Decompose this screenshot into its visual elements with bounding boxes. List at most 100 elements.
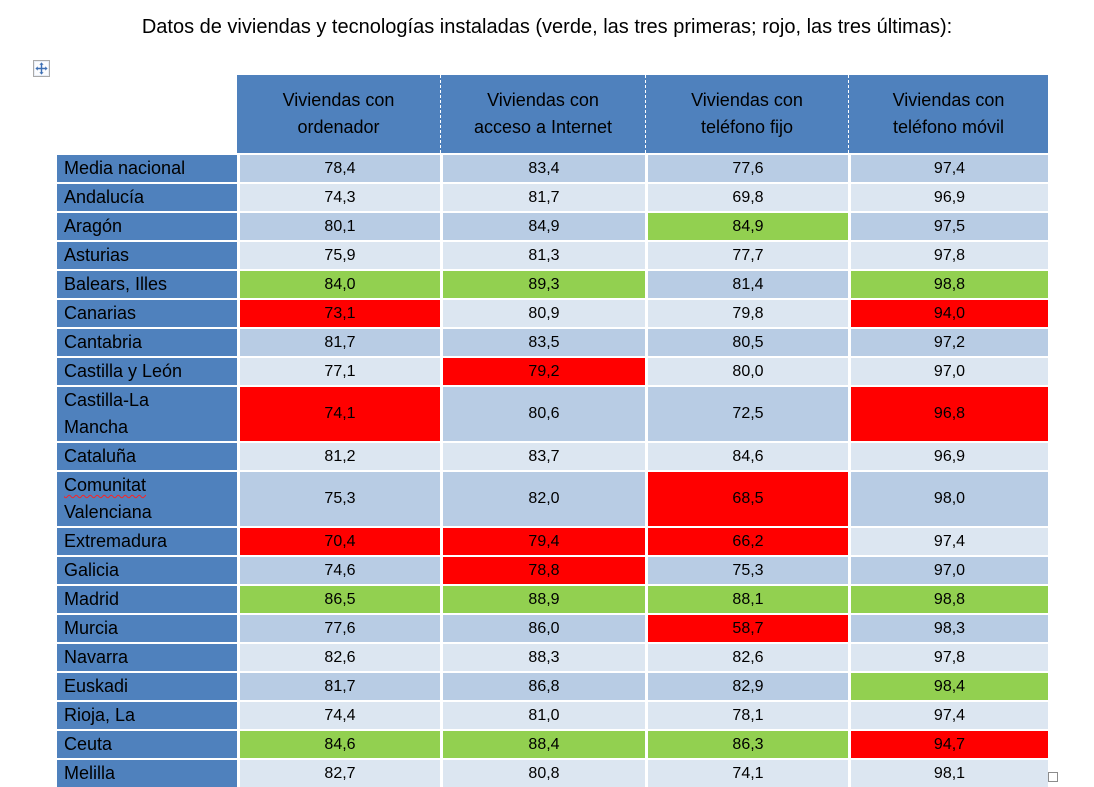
data-cell[interactable]: 82,6 — [237, 642, 440, 671]
column-header-ordenador[interactable]: Viviendas con ordenador — [237, 75, 440, 153]
row-label[interactable]: Navarra — [57, 642, 237, 671]
data-cell[interactable]: 97,4 — [848, 526, 1048, 555]
data-cell[interactable]: 81,7 — [440, 182, 645, 211]
data-cell[interactable]: 97,4 — [848, 700, 1048, 729]
row-label[interactable]: Canarias — [57, 298, 237, 327]
data-cell[interactable]: 68,5 — [645, 470, 848, 526]
data-cell[interactable]: 81,0 — [440, 700, 645, 729]
row-label[interactable]: Madrid — [57, 584, 237, 613]
data-cell[interactable]: 80,8 — [440, 758, 645, 787]
data-cell[interactable]: 84,9 — [645, 211, 848, 240]
data-cell[interactable]: 82,9 — [645, 671, 848, 700]
data-cell[interactable]: 74,6 — [237, 555, 440, 584]
data-cell[interactable]: 80,0 — [645, 356, 848, 385]
data-cell[interactable]: 77,7 — [645, 240, 848, 269]
data-cell[interactable]: 80,6 — [440, 385, 645, 441]
data-cell[interactable]: 79,4 — [440, 526, 645, 555]
data-cell[interactable]: 89,3 — [440, 269, 645, 298]
data-cell[interactable]: 83,5 — [440, 327, 645, 356]
data-cell[interactable]: 88,9 — [440, 584, 645, 613]
data-cell[interactable]: 79,2 — [440, 356, 645, 385]
row-label[interactable]: Balears, Illes — [57, 269, 237, 298]
data-cell[interactable]: 82,6 — [645, 642, 848, 671]
data-cell[interactable]: 94,7 — [848, 729, 1048, 758]
data-cell[interactable]: 97,0 — [848, 555, 1048, 584]
data-cell[interactable]: 98,1 — [848, 758, 1048, 787]
row-label[interactable]: Castilla y León — [57, 356, 237, 385]
data-cell[interactable]: 58,7 — [645, 613, 848, 642]
data-cell[interactable]: 66,2 — [645, 526, 848, 555]
table-resize-handle[interactable] — [1048, 772, 1058, 782]
data-cell[interactable]: 79,8 — [645, 298, 848, 327]
data-cell[interactable]: 82,7 — [237, 758, 440, 787]
row-label[interactable]: Cataluña — [57, 441, 237, 470]
data-cell[interactable]: 98,8 — [848, 269, 1048, 298]
data-cell[interactable]: 75,3 — [645, 555, 848, 584]
data-cell[interactable]: 81,7 — [237, 671, 440, 700]
row-label[interactable]: Castilla-La Mancha — [57, 385, 237, 441]
data-cell[interactable]: 98,3 — [848, 613, 1048, 642]
data-cell[interactable]: 86,0 — [440, 613, 645, 642]
data-cell[interactable]: 73,1 — [237, 298, 440, 327]
data-cell[interactable]: 83,7 — [440, 441, 645, 470]
data-cell[interactable]: 88,1 — [645, 584, 848, 613]
data-cell[interactable]: 88,3 — [440, 642, 645, 671]
data-cell[interactable]: 74,1 — [645, 758, 848, 787]
data-cell[interactable]: 80,5 — [645, 327, 848, 356]
data-cell[interactable]: 96,8 — [848, 385, 1048, 441]
data-cell[interactable]: 78,4 — [237, 153, 440, 182]
data-cell[interactable]: 94,0 — [848, 298, 1048, 327]
row-label[interactable]: Media nacional — [57, 153, 237, 182]
data-cell[interactable]: 75,9 — [237, 240, 440, 269]
data-cell[interactable]: 78,8 — [440, 555, 645, 584]
data-cell[interactable]: 97,0 — [848, 356, 1048, 385]
row-label[interactable]: Murcia — [57, 613, 237, 642]
data-cell[interactable]: 96,9 — [848, 182, 1048, 211]
data-cell[interactable]: 97,4 — [848, 153, 1048, 182]
row-label[interactable]: Comunitat Valenciana — [57, 470, 237, 526]
data-cell[interactable]: 80,9 — [440, 298, 645, 327]
data-cell[interactable]: 84,9 — [440, 211, 645, 240]
data-cell[interactable]: 81,2 — [237, 441, 440, 470]
data-cell[interactable]: 97,8 — [848, 642, 1048, 671]
row-label[interactable]: Extremadura — [57, 526, 237, 555]
data-cell[interactable]: 81,4 — [645, 269, 848, 298]
data-cell[interactable]: 86,8 — [440, 671, 645, 700]
data-cell[interactable]: 83,4 — [440, 153, 645, 182]
row-label[interactable]: Galicia — [57, 555, 237, 584]
data-cell[interactable]: 77,6 — [237, 613, 440, 642]
data-cell[interactable]: 97,5 — [848, 211, 1048, 240]
table-move-handle[interactable] — [33, 60, 50, 77]
data-cell[interactable]: 80,1 — [237, 211, 440, 240]
data-cell[interactable]: 69,8 — [645, 182, 848, 211]
data-cell[interactable]: 81,3 — [440, 240, 645, 269]
data-cell[interactable]: 82,0 — [440, 470, 645, 526]
data-cell[interactable]: 86,3 — [645, 729, 848, 758]
data-cell[interactable]: 84,0 — [237, 269, 440, 298]
data-cell[interactable]: 84,6 — [237, 729, 440, 758]
row-label[interactable]: Melilla — [57, 758, 237, 787]
data-cell[interactable]: 88,4 — [440, 729, 645, 758]
data-cell[interactable]: 74,4 — [237, 700, 440, 729]
data-cell[interactable]: 86,5 — [237, 584, 440, 613]
data-cell[interactable]: 97,8 — [848, 240, 1048, 269]
column-header-internet[interactable]: Viviendas con acceso a Internet — [440, 75, 645, 153]
row-label[interactable]: Cantabria — [57, 327, 237, 356]
row-label[interactable]: Rioja, La — [57, 700, 237, 729]
data-cell[interactable]: 81,7 — [237, 327, 440, 356]
data-cell[interactable]: 98,4 — [848, 671, 1048, 700]
data-cell[interactable]: 77,6 — [645, 153, 848, 182]
data-cell[interactable]: 98,0 — [848, 470, 1048, 526]
data-cell[interactable]: 77,1 — [237, 356, 440, 385]
data-cell[interactable]: 74,3 — [237, 182, 440, 211]
data-cell[interactable]: 75,3 — [237, 470, 440, 526]
row-label[interactable]: Asturias — [57, 240, 237, 269]
data-cell[interactable]: 70,4 — [237, 526, 440, 555]
data-cell[interactable]: 97,2 — [848, 327, 1048, 356]
column-header-telefono-fijo[interactable]: Viviendas con teléfono fijo — [645, 75, 848, 153]
data-cell[interactable]: 98,8 — [848, 584, 1048, 613]
row-label[interactable]: Ceuta — [57, 729, 237, 758]
data-cell[interactable]: 96,9 — [848, 441, 1048, 470]
data-cell[interactable]: 72,5 — [645, 385, 848, 441]
row-label[interactable]: Euskadi — [57, 671, 237, 700]
